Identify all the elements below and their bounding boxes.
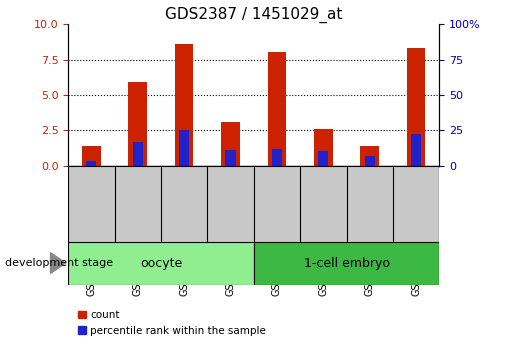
Bar xyxy=(272,149,282,166)
Bar xyxy=(128,82,147,166)
Text: oocyte: oocyte xyxy=(140,257,182,269)
Bar xyxy=(314,129,333,166)
Bar xyxy=(268,52,286,166)
Bar xyxy=(68,241,254,285)
Legend: count, percentile rank within the sample: count, percentile rank within the sample xyxy=(73,306,270,340)
Title: GDS2387 / 1451029_at: GDS2387 / 1451029_at xyxy=(165,7,342,23)
Bar xyxy=(175,44,193,166)
Bar xyxy=(82,146,100,166)
Bar xyxy=(225,150,236,166)
Bar xyxy=(221,122,240,166)
Bar xyxy=(86,161,96,166)
Text: development stage: development stage xyxy=(5,258,113,268)
Bar xyxy=(133,141,143,166)
Bar xyxy=(361,146,379,166)
Bar xyxy=(365,156,375,166)
Text: 1-cell embryo: 1-cell embryo xyxy=(304,257,389,269)
Bar xyxy=(318,151,328,166)
Polygon shape xyxy=(50,253,66,273)
Bar xyxy=(411,135,421,166)
Bar xyxy=(179,130,189,166)
Bar xyxy=(407,48,425,166)
Bar xyxy=(254,241,439,285)
